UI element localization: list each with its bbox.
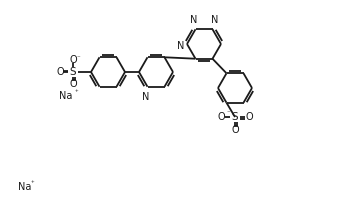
Text: ⁻: ⁻ [227,110,231,116]
Text: ⁻: ⁻ [77,55,81,61]
Text: N: N [190,15,197,25]
Text: O: O [245,112,253,122]
Text: N: N [211,15,218,25]
Text: O: O [231,125,239,135]
Text: ⁺: ⁺ [31,181,35,187]
Text: Na: Na [59,91,73,101]
Text: ⁺: ⁺ [75,90,79,96]
Text: O: O [69,55,77,65]
Text: N: N [177,41,184,51]
Text: O: O [56,67,64,77]
Text: S: S [70,67,76,77]
Text: S: S [232,112,238,122]
Text: O: O [69,79,77,89]
Text: O: O [217,112,225,122]
Text: Na: Na [18,182,32,192]
Text: N: N [142,92,149,102]
